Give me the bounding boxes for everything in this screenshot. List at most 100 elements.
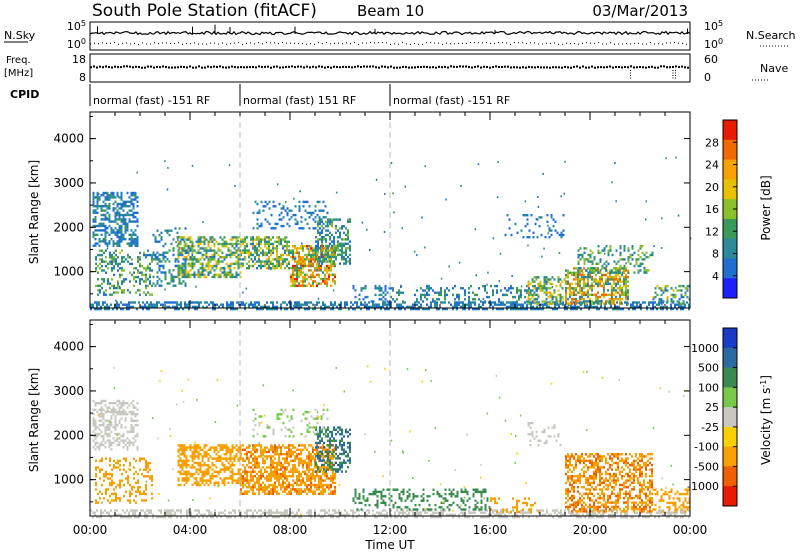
range-time-cell — [278, 242, 280, 246]
range-time-cell — [99, 258, 101, 261]
range-time-cell — [581, 302, 583, 305]
range-time-cell — [512, 305, 514, 309]
range-time-cell — [264, 238, 266, 241]
range-time-cell — [179, 242, 182, 246]
range-time-cell — [118, 410, 121, 414]
range-time-cell — [258, 211, 261, 215]
range-time-cell — [122, 413, 125, 416]
range-time-cell — [203, 247, 206, 250]
range-time-cell — [234, 509, 236, 512]
range-time-cell — [170, 515, 172, 519]
nsearch-point — [498, 42, 499, 44]
range-time-cell — [542, 305, 544, 309]
range-time-cell — [323, 238, 325, 241]
range-time-cell — [362, 303, 364, 306]
range-time-cell — [170, 509, 172, 512]
range-time-cell — [597, 295, 599, 299]
range-time-cell — [105, 475, 107, 478]
range-time-cell — [216, 303, 218, 306]
range-time-cell — [420, 293, 422, 297]
range-time-cell — [116, 194, 119, 197]
range-time-cell — [607, 280, 609, 283]
range-time-cell — [179, 464, 182, 467]
range-time-cell — [306, 245, 308, 248]
range-time-cell — [125, 490, 127, 493]
freq-point — [573, 65, 575, 68]
range-time-cell — [168, 260, 171, 263]
range-time-cell — [384, 307, 386, 311]
range-time-cell — [556, 307, 558, 311]
date-label: 03/Mar/2013 — [592, 2, 688, 20]
range-time-cell — [242, 242, 244, 246]
range-time-cell — [270, 227, 273, 230]
range-time-cell — [110, 220, 113, 223]
range-time-cell — [143, 251, 145, 255]
range-time-cell — [310, 509, 312, 512]
range-time-cell — [477, 163, 480, 166]
range-time-cell — [160, 236, 163, 239]
range-time-cell — [201, 273, 204, 276]
range-time-cell — [292, 275, 294, 279]
range-time-cell — [122, 303, 124, 306]
freq-point — [402, 65, 404, 68]
range-time-cell — [400, 303, 402, 306]
range-time-cell — [282, 207, 285, 210]
range-time-cell — [638, 515, 640, 519]
range-time-cell — [96, 509, 98, 512]
range-time-cell — [300, 271, 302, 274]
range-time-cell — [197, 269, 200, 272]
range-time-cell — [656, 307, 658, 311]
range-time-cell — [476, 293, 478, 297]
range-time-cell — [609, 247, 612, 250]
range-time-cell — [578, 305, 580, 309]
range-time-cell — [310, 278, 312, 281]
range-time-cell — [266, 511, 268, 514]
range-time-cell — [345, 262, 347, 265]
range-time-cell — [137, 486, 139, 489]
range-time-cell — [514, 515, 516, 519]
range-time-cell — [316, 213, 319, 217]
range-time-cell — [116, 211, 119, 214]
range-time-cell — [118, 406, 121, 409]
range-time-cell — [296, 273, 298, 276]
nsearch-point — [630, 43, 631, 45]
range-time-cell — [336, 305, 338, 309]
range-time-cell — [191, 264, 194, 268]
range-time-cell — [164, 288, 166, 291]
nsearch-point — [286, 42, 287, 44]
range-time-cell — [96, 305, 98, 309]
range-time-cell — [105, 457, 107, 460]
range-time-cell — [111, 293, 113, 296]
range-time-cell — [579, 282, 581, 285]
range-time-cell — [593, 267, 596, 270]
range-time-cell — [539, 284, 542, 288]
nsearch-point — [470, 42, 471, 44]
range-time-cell — [375, 178, 378, 181]
range-time-cell — [496, 291, 498, 294]
range-time-cell — [594, 511, 596, 514]
range-time-cell — [128, 301, 130, 304]
range-time-cell — [565, 291, 567, 294]
range-time-cell — [298, 253, 300, 257]
range-time-cell — [343, 225, 345, 228]
range-time-cell — [323, 236, 325, 239]
range-time-cell — [113, 273, 115, 277]
range-time-cell — [543, 300, 546, 303]
range-time-cell — [426, 307, 428, 311]
range-time-cell — [591, 287, 593, 290]
range-time-cell — [278, 202, 281, 206]
range-time-cell — [132, 238, 135, 241]
range-time-cell — [233, 275, 236, 279]
range-time-cell — [327, 244, 329, 248]
range-time-cell — [641, 245, 644, 248]
range-time-cell — [627, 298, 629, 301]
range-time-cell — [290, 301, 292, 304]
range-time-cell — [676, 289, 679, 292]
range-time-cell — [590, 513, 592, 517]
range-time-cell — [280, 240, 282, 243]
range-time-cell — [573, 287, 575, 290]
range-time-cell — [151, 253, 153, 257]
range-time-cell — [384, 193, 386, 195]
range-time-cell — [340, 305, 342, 309]
